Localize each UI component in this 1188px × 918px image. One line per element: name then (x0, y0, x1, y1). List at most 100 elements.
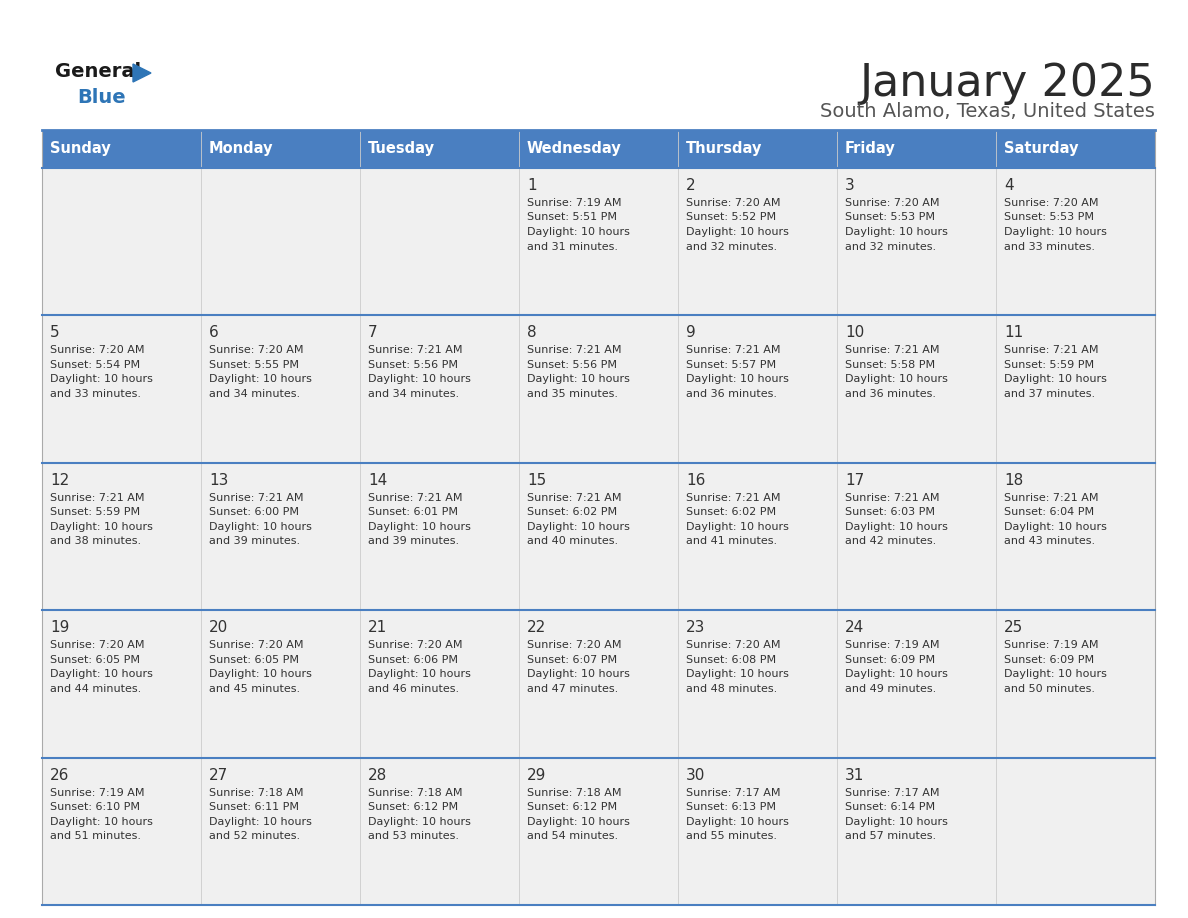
Text: Sunrise: 7:20 AM: Sunrise: 7:20 AM (209, 640, 303, 650)
Text: Daylight: 10 hours: Daylight: 10 hours (527, 375, 630, 385)
Text: Sunset: 6:13 PM: Sunset: 6:13 PM (685, 802, 776, 812)
Text: Sunset: 6:05 PM: Sunset: 6:05 PM (50, 655, 140, 665)
Text: Tuesday: Tuesday (368, 141, 435, 156)
Text: 31: 31 (845, 767, 865, 783)
Text: 15: 15 (527, 473, 546, 487)
Text: Sunset: 5:55 PM: Sunset: 5:55 PM (209, 360, 299, 370)
FancyBboxPatch shape (519, 610, 678, 757)
FancyBboxPatch shape (838, 610, 996, 757)
Text: Sunset: 6:00 PM: Sunset: 6:00 PM (209, 508, 299, 518)
Text: Monday: Monday (209, 141, 273, 156)
Text: and 38 minutes.: and 38 minutes. (50, 536, 141, 546)
Text: and 33 minutes.: and 33 minutes. (50, 389, 141, 399)
Text: and 55 minutes.: and 55 minutes. (685, 831, 777, 841)
Text: and 44 minutes.: and 44 minutes. (50, 684, 141, 694)
Text: 10: 10 (845, 325, 864, 341)
FancyBboxPatch shape (42, 463, 201, 610)
Text: and 50 minutes.: and 50 minutes. (1004, 684, 1095, 694)
Text: Daylight: 10 hours: Daylight: 10 hours (368, 521, 470, 532)
FancyBboxPatch shape (201, 130, 360, 168)
Text: Sunrise: 7:21 AM: Sunrise: 7:21 AM (1004, 345, 1099, 355)
Text: 6: 6 (209, 325, 219, 341)
Text: 9: 9 (685, 325, 696, 341)
Text: Daylight: 10 hours: Daylight: 10 hours (845, 375, 948, 385)
Text: 4: 4 (1004, 178, 1013, 193)
Text: 18: 18 (1004, 473, 1023, 487)
Text: January 2025: January 2025 (859, 62, 1155, 105)
Text: Sunrise: 7:21 AM: Sunrise: 7:21 AM (209, 493, 303, 503)
Text: and 41 minutes.: and 41 minutes. (685, 536, 777, 546)
Text: Sunset: 6:14 PM: Sunset: 6:14 PM (845, 802, 935, 812)
Text: 21: 21 (368, 621, 387, 635)
FancyBboxPatch shape (678, 610, 838, 757)
Text: Daylight: 10 hours: Daylight: 10 hours (50, 817, 153, 826)
Text: Sunset: 5:53 PM: Sunset: 5:53 PM (845, 212, 935, 222)
Text: Sunrise: 7:18 AM: Sunrise: 7:18 AM (368, 788, 462, 798)
FancyBboxPatch shape (838, 130, 996, 168)
Text: and 39 minutes.: and 39 minutes. (368, 536, 459, 546)
Text: Sunset: 6:03 PM: Sunset: 6:03 PM (845, 508, 935, 518)
Text: Sunrise: 7:20 AM: Sunrise: 7:20 AM (845, 198, 940, 208)
Text: Sunrise: 7:21 AM: Sunrise: 7:21 AM (685, 493, 781, 503)
Text: 3: 3 (845, 178, 854, 193)
Text: and 45 minutes.: and 45 minutes. (209, 684, 301, 694)
Text: Daylight: 10 hours: Daylight: 10 hours (209, 521, 312, 532)
Text: Sunset: 6:10 PM: Sunset: 6:10 PM (50, 802, 140, 812)
Text: 5: 5 (50, 325, 59, 341)
FancyBboxPatch shape (360, 130, 519, 168)
FancyBboxPatch shape (678, 463, 838, 610)
Text: Sunday: Sunday (50, 141, 110, 156)
Text: Sunset: 6:05 PM: Sunset: 6:05 PM (209, 655, 299, 665)
Text: Sunrise: 7:21 AM: Sunrise: 7:21 AM (1004, 493, 1099, 503)
Text: 20: 20 (209, 621, 228, 635)
Text: Daylight: 10 hours: Daylight: 10 hours (845, 521, 948, 532)
Text: Sunrise: 7:20 AM: Sunrise: 7:20 AM (50, 345, 145, 355)
Text: Daylight: 10 hours: Daylight: 10 hours (845, 227, 948, 237)
Text: Sunrise: 7:19 AM: Sunrise: 7:19 AM (1004, 640, 1099, 650)
FancyBboxPatch shape (519, 168, 678, 316)
Text: and 32 minutes.: and 32 minutes. (845, 241, 936, 252)
Text: Sunset: 5:59 PM: Sunset: 5:59 PM (1004, 360, 1094, 370)
Text: Friday: Friday (845, 141, 896, 156)
FancyBboxPatch shape (678, 168, 838, 316)
Text: Thursday: Thursday (685, 141, 763, 156)
Text: Sunrise: 7:20 AM: Sunrise: 7:20 AM (209, 345, 303, 355)
Text: 2: 2 (685, 178, 696, 193)
Text: 16: 16 (685, 473, 706, 487)
Text: Wednesday: Wednesday (527, 141, 621, 156)
FancyBboxPatch shape (42, 168, 201, 316)
FancyBboxPatch shape (360, 610, 519, 757)
Text: Sunset: 6:12 PM: Sunset: 6:12 PM (527, 802, 617, 812)
FancyBboxPatch shape (996, 463, 1155, 610)
Text: Daylight: 10 hours: Daylight: 10 hours (527, 817, 630, 826)
Text: 12: 12 (50, 473, 69, 487)
Text: Sunset: 5:51 PM: Sunset: 5:51 PM (527, 212, 617, 222)
Text: Sunrise: 7:17 AM: Sunrise: 7:17 AM (845, 788, 940, 798)
Text: and 37 minutes.: and 37 minutes. (1004, 389, 1095, 399)
Text: Daylight: 10 hours: Daylight: 10 hours (685, 817, 789, 826)
FancyBboxPatch shape (996, 168, 1155, 316)
Text: and 53 minutes.: and 53 minutes. (368, 831, 459, 841)
Text: Daylight: 10 hours: Daylight: 10 hours (845, 669, 948, 679)
Text: Sunrise: 7:19 AM: Sunrise: 7:19 AM (527, 198, 621, 208)
Text: Sunset: 5:56 PM: Sunset: 5:56 PM (368, 360, 459, 370)
FancyBboxPatch shape (838, 463, 996, 610)
Text: Sunrise: 7:21 AM: Sunrise: 7:21 AM (685, 345, 781, 355)
Text: Sunrise: 7:20 AM: Sunrise: 7:20 AM (685, 198, 781, 208)
Text: Daylight: 10 hours: Daylight: 10 hours (685, 227, 789, 237)
Text: Sunset: 6:02 PM: Sunset: 6:02 PM (685, 508, 776, 518)
Text: Saturday: Saturday (1004, 141, 1079, 156)
FancyBboxPatch shape (201, 610, 360, 757)
Text: 22: 22 (527, 621, 546, 635)
FancyBboxPatch shape (519, 130, 678, 168)
Text: Sunrise: 7:20 AM: Sunrise: 7:20 AM (1004, 198, 1099, 208)
Text: and 47 minutes.: and 47 minutes. (527, 684, 618, 694)
Text: Daylight: 10 hours: Daylight: 10 hours (50, 669, 153, 679)
FancyBboxPatch shape (996, 316, 1155, 463)
Text: 29: 29 (527, 767, 546, 783)
FancyBboxPatch shape (42, 757, 201, 905)
Text: and 52 minutes.: and 52 minutes. (209, 831, 301, 841)
FancyBboxPatch shape (996, 610, 1155, 757)
FancyBboxPatch shape (360, 168, 519, 316)
FancyBboxPatch shape (678, 757, 838, 905)
